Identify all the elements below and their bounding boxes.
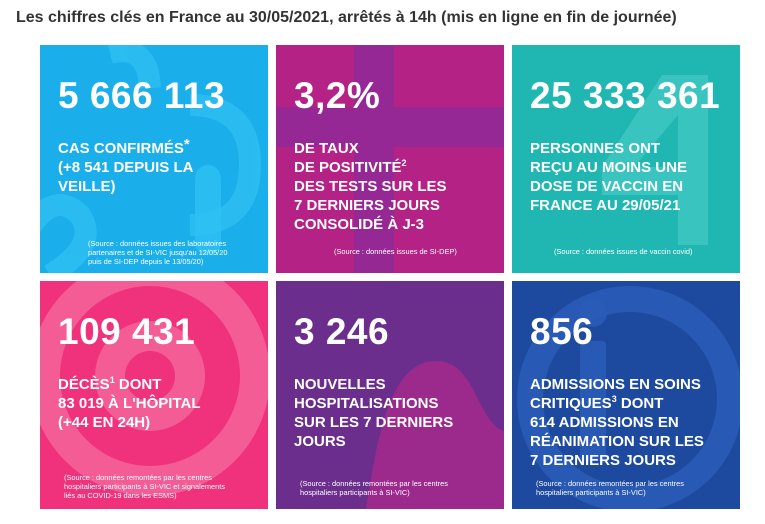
deaths-value: 109 431 xyxy=(58,311,196,352)
tile-critical-care: 856 Admissions en soins critiques3 dont … xyxy=(512,281,740,509)
icu-value: 856 xyxy=(530,311,594,352)
hospital-value: 3 246 xyxy=(294,311,390,352)
hospital-source: (Source : données remontées par les cent… xyxy=(300,479,448,497)
cases-source: (Source : données issues des laboratoire… xyxy=(88,239,228,266)
tile-confirmed-cases: 5 666 113 Cas confirmés* (+8 541 depuis … xyxy=(40,45,268,273)
positivity-source: (Source : données issues de SI-DEP) xyxy=(334,247,457,256)
plus-cross-icon xyxy=(276,45,504,273)
page-title: Les chiffres clés en France au 30/05/202… xyxy=(16,9,677,26)
positivity-value: 3,2% xyxy=(294,75,381,116)
tile-positivity: 3,2% de taux de positivité2 des tests su… xyxy=(276,45,504,273)
number-4-icon xyxy=(602,75,708,245)
deaths-description: Décès1 dont 83 019 à l'hôpital (+44 en 2… xyxy=(58,375,201,432)
positivity-description: de taux de positivité2 des tests sur les… xyxy=(294,140,447,233)
hospital-description: Nouvelles hospitalisations sur les 7 der… xyxy=(294,376,454,450)
cases-description: Cas confirmés* (+8 541 depuis la veille) xyxy=(58,136,194,195)
vaccine-value: 25 333 361 xyxy=(530,75,721,116)
icu-description: Admissions en soins critiques3 dont 614 … xyxy=(530,376,704,469)
info-i-icon xyxy=(517,286,740,509)
vaccine-description: Personnes ont reçu au moins une dose de … xyxy=(530,140,687,214)
icu-source: (Source : données remontées par les cent… xyxy=(536,479,684,497)
tile-deaths: 109 431 Décès1 dont 83 019 à l'hôpital (… xyxy=(40,281,268,509)
target-circles-icon xyxy=(40,281,268,496)
vaccine-source: (Source : données issues de vaccin covid… xyxy=(554,247,693,256)
tile-hospitalisations: 3 246 Nouvelles hospitalisations sur les… xyxy=(276,281,504,509)
cases-value: 5 666 113 xyxy=(58,75,226,116)
tile-vaccine: 25 333 361 Personnes ont reçu au moins u… xyxy=(512,45,740,273)
number-2020-icon xyxy=(40,45,262,273)
deaths-source: (Source : données remontées par les cent… xyxy=(64,473,226,500)
wave-blob-icon xyxy=(366,361,504,509)
